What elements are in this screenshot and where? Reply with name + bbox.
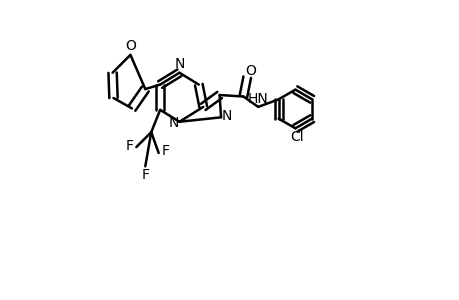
Text: N: N [168, 116, 179, 130]
Text: N: N [174, 57, 185, 71]
Text: O: O [244, 64, 255, 78]
Text: Cl: Cl [290, 130, 303, 144]
Text: N: N [221, 110, 232, 123]
Text: F: F [126, 139, 134, 152]
Text: F: F [161, 145, 169, 158]
Text: O: O [125, 39, 135, 53]
Text: HN: HN [247, 92, 268, 106]
Text: F: F [141, 168, 149, 182]
